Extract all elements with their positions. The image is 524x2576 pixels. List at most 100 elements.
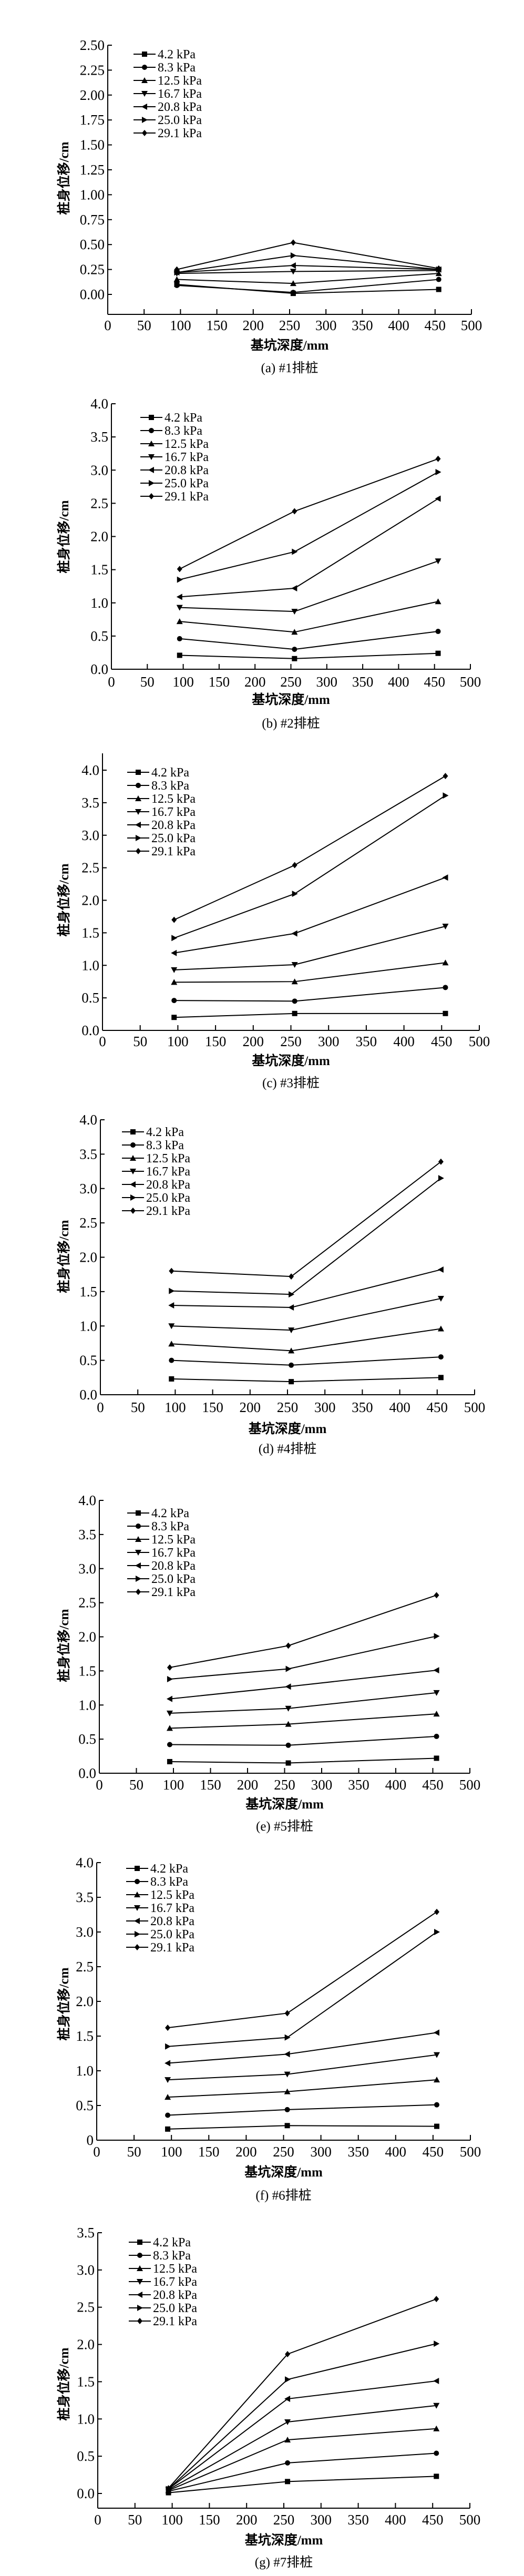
x-tick-label: 300 bbox=[310, 2144, 332, 2160]
legend-label: 25.0 kPa bbox=[146, 1191, 190, 1205]
series-16.7-kPa bbox=[168, 1295, 444, 1334]
legend-marker-triangle-up bbox=[135, 795, 141, 801]
x-axis-label: 基坑深度/mm bbox=[252, 692, 330, 707]
chart-d: 0.0 0.5 1.0 1.5 2.0 2.5 3.0 3.5 4.0 0 50 100 150 200 2… bbox=[56, 1112, 485, 1456]
chart-caption: (e) #5排桩 bbox=[256, 1819, 313, 1834]
data-point-triangle-up bbox=[434, 2077, 440, 2083]
legend-marker-triangle-up bbox=[130, 1155, 136, 1161]
data-point-triangle-right bbox=[285, 1665, 292, 1672]
data-point-square bbox=[171, 1015, 177, 1020]
legend-item: 8.3 kPa bbox=[127, 1520, 189, 1534]
legend-marker-circle bbox=[136, 783, 141, 788]
legend-item: 25.0 kPa bbox=[122, 1191, 190, 1205]
y-tick-label: 1.0 bbox=[79, 1318, 97, 1334]
series-line bbox=[168, 2032, 437, 2064]
series-line bbox=[179, 498, 439, 598]
y-tick-label: 0.5 bbox=[76, 2098, 94, 2113]
legend-label: 12.5 kPa bbox=[150, 1888, 194, 1902]
data-point-circle bbox=[443, 985, 448, 990]
legend-marker-triangle-left bbox=[134, 1918, 140, 1924]
series-4.2-kPa bbox=[177, 650, 441, 661]
legend-marker-triangle-left bbox=[135, 1562, 141, 1569]
series-line bbox=[174, 877, 446, 954]
data-point-triangle-right bbox=[177, 576, 183, 583]
legend-marker-circle bbox=[142, 65, 147, 70]
series-16.7-kPa bbox=[165, 2403, 440, 2493]
legend-item: 16.7 kPa bbox=[127, 805, 196, 819]
series-line bbox=[177, 273, 439, 284]
data-point-triangle-right bbox=[292, 891, 298, 897]
data-point-triangle-right bbox=[443, 792, 449, 799]
data-point-triangle-up bbox=[442, 959, 449, 966]
data-point-triangle-up bbox=[284, 2436, 291, 2442]
series-line bbox=[168, 2125, 437, 2130]
x-axis-label: 基坑深度/mm bbox=[245, 1796, 324, 1812]
series-20.8-kPa bbox=[165, 2029, 440, 2067]
legend-marker-triangle-left bbox=[148, 467, 154, 473]
x-tick-label: 50 bbox=[140, 674, 155, 690]
legend-label: 8.3 kPa bbox=[150, 1875, 188, 1889]
x-tick-label: 200 bbox=[243, 1034, 264, 1049]
y-axis-label: 桩身位移/cm bbox=[56, 1220, 71, 1293]
data-point-triangle-up bbox=[285, 1721, 292, 1727]
data-point-triangle-down bbox=[166, 1710, 173, 1716]
x-tick-label: 0 bbox=[96, 1777, 103, 1793]
series-20.8-kPa bbox=[166, 1667, 439, 1702]
data-point-triangle-left bbox=[290, 262, 296, 269]
legend-marker-triangle-left bbox=[130, 1181, 136, 1188]
y-tick-label: 2.5 bbox=[78, 1595, 96, 1611]
data-point-diamond bbox=[177, 566, 182, 573]
y-axis-label: 桩身位移/cm bbox=[56, 1609, 71, 1682]
data-point-triangle-right bbox=[167, 1675, 173, 1682]
data-point-triangle-down bbox=[168, 1323, 175, 1330]
y-tick-label: 0.0 bbox=[78, 1765, 96, 1781]
data-point-triangle-right bbox=[434, 1633, 440, 1640]
x-tick-label: 400 bbox=[388, 318, 409, 333]
data-point-triangle-right bbox=[289, 1291, 295, 1298]
x-tick-label: 50 bbox=[133, 1034, 147, 1049]
y-tick-label: 3.5 bbox=[79, 1146, 97, 1162]
legend-label: 29.1 kPa bbox=[151, 845, 196, 858]
series-line bbox=[169, 1735, 437, 1746]
legend-marker-circle bbox=[135, 1879, 140, 1884]
series-line bbox=[169, 1594, 437, 1668]
x-tick-label: 350 bbox=[352, 674, 374, 690]
series-line bbox=[179, 560, 438, 612]
series-29.1-kPa bbox=[165, 1908, 440, 2031]
legend-marker-circle bbox=[136, 1524, 141, 1529]
chart-caption: (d) #4排桩 bbox=[259, 1442, 316, 1456]
data-point-square bbox=[436, 287, 441, 292]
legend-label: 29.1 kPa bbox=[165, 490, 209, 504]
legend-item: 20.8 kPa bbox=[122, 1178, 190, 1192]
x-tick-label: 450 bbox=[422, 1777, 444, 1793]
legend-item: 16.7 kPa bbox=[133, 87, 202, 101]
data-point-triangle-right bbox=[438, 1175, 444, 1182]
series-line bbox=[168, 2298, 437, 2489]
series-12.5-kPa bbox=[165, 2425, 440, 2493]
legend-item: 20.8 kPa bbox=[133, 100, 202, 114]
data-point-circle bbox=[434, 1733, 439, 1739]
series-8.3-kPa bbox=[166, 2450, 439, 2494]
chart-c: 0.0 0.5 1.0 1.5 2.0 2.5 3.0 3.5 4.0 0 50 100 150 200 2… bbox=[56, 753, 490, 1090]
data-point-circle bbox=[438, 1354, 444, 1360]
legend-marker-triangle-up bbox=[134, 1892, 140, 1897]
legend-label: 8.3 kPa bbox=[165, 424, 202, 438]
data-point-triangle-up bbox=[291, 629, 298, 635]
y-tick-label: 1.00 bbox=[80, 187, 105, 202]
y-tick-label: 0.50 bbox=[80, 237, 105, 252]
data-point-triangle-up bbox=[173, 276, 180, 282]
series-line bbox=[174, 926, 446, 970]
data-point-diamond bbox=[292, 862, 297, 868]
y-tick-label: 1.5 bbox=[81, 925, 99, 941]
x-tick-label: 450 bbox=[431, 1034, 453, 1049]
series-8.3-kPa bbox=[169, 1354, 444, 1368]
data-point-triangle-down bbox=[165, 2077, 171, 2083]
y-tick-label: 3.0 bbox=[78, 1561, 96, 1577]
x-tick-label: 300 bbox=[314, 1399, 336, 1415]
legend-label: 29.1 kPa bbox=[151, 1586, 196, 1599]
legend-label: 20.8 kPa bbox=[150, 1915, 194, 1928]
y-tick-label: 3.0 bbox=[79, 1181, 97, 1197]
legend-item: 12.5 kPa bbox=[126, 1888, 194, 1902]
legend-marker-triangle-left bbox=[137, 2292, 142, 2298]
legend-item: 16.7 kPa bbox=[127, 1546, 196, 1560]
